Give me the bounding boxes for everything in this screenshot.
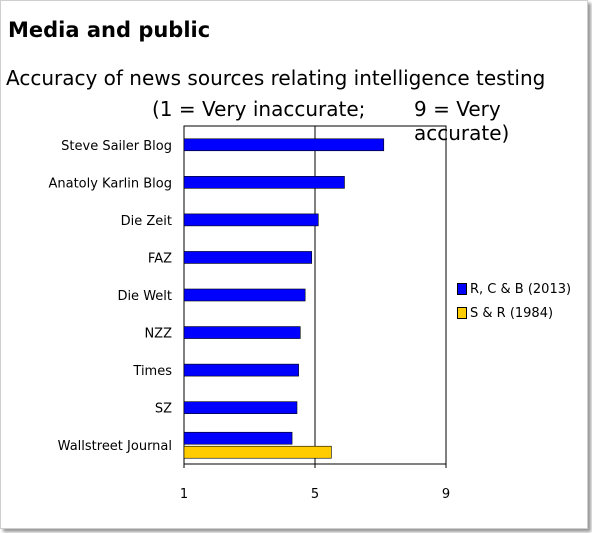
category-label: Times: [132, 364, 172, 379]
category-label: FAZ: [148, 251, 172, 266]
bar-series-1: [183, 251, 313, 264]
scale-note-left: (1 = Very inaccurate;: [152, 97, 366, 121]
bar-series-1: [183, 138, 385, 152]
category-label: SZ: [155, 402, 172, 417]
x-tick-label: 5: [311, 487, 319, 502]
bar-series-1: [183, 326, 301, 339]
category-label: Steve Sailer Blog: [61, 139, 172, 154]
plot-area: Steve Sailer Blog Anatoly Karlin Blog Die …: [48, 125, 450, 502]
x-tick-label: 1: [180, 487, 188, 502]
bar-series-1: [183, 363, 299, 377]
legend-label-series-2: S & R (1984): [470, 305, 554, 321]
page-title: Media and public: [8, 18, 211, 42]
bar-series-1: [183, 176, 345, 189]
category-label: Die Zeit: [121, 214, 172, 229]
category-label: NZZ: [144, 327, 172, 342]
chart-subtitle: Accuracy of news sources relating intell…: [6, 66, 546, 90]
legend-swatch-series-1: [457, 283, 467, 295]
legend-item-series-2: S & R (1984): [457, 301, 571, 325]
legend-label-series-1: R, C & B (2013): [470, 281, 572, 297]
bar-series-1: [183, 288, 306, 302]
scale-note-right: 9 = Very accurate): [414, 97, 510, 145]
category-label: Die Welt: [117, 289, 172, 304]
legend-item-series-1: R, C & B (2013): [457, 277, 571, 301]
bar-series-1: [183, 213, 319, 227]
x-tick-label: 9: [442, 487, 450, 502]
category-label: Wallstreet Journal: [58, 439, 172, 454]
category-label: Anatoly Karlin Blog: [48, 176, 172, 191]
bar-series-1: [183, 401, 298, 414]
bar-series-1: [183, 431, 293, 445]
legend-swatch-series-2: [457, 307, 467, 319]
legend: R, C & B (2013) S & R (1984): [457, 277, 571, 325]
bar-series-2: [183, 445, 332, 459]
